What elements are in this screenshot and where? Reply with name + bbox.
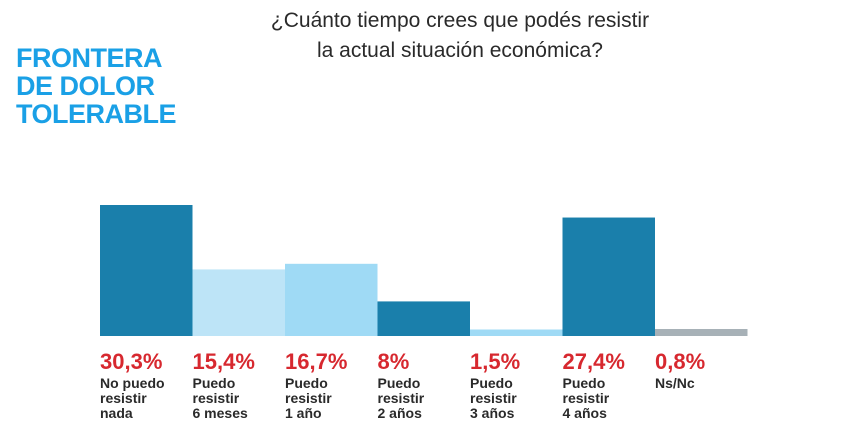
value-label-4: 8% bbox=[377, 349, 410, 374]
category-label-2-line-2: resistir bbox=[192, 390, 240, 406]
bar-5 bbox=[470, 329, 563, 336]
category-label-6-line-3: 4 años bbox=[562, 405, 607, 421]
category-label-5: Puedo resistir 3 años bbox=[470, 376, 517, 421]
value-label-5: 1,5% bbox=[470, 349, 521, 374]
brand-line-1: FRONTERA bbox=[16, 43, 163, 73]
category-label-2-line-3: 6 meses bbox=[192, 405, 248, 421]
bar-1 bbox=[100, 205, 193, 336]
value-label-1: 30,3% bbox=[100, 349, 163, 374]
baseline-segment bbox=[655, 329, 748, 336]
category-label-3-line-1: Puedo bbox=[285, 375, 328, 391]
category-label-1-line-2: resistir bbox=[100, 390, 147, 406]
category-label-1-line-1: No puedo bbox=[100, 375, 165, 391]
category-label-5-line-2: resistir bbox=[470, 390, 517, 406]
category-label-7: Ns/Nc bbox=[655, 376, 695, 391]
category-label-1: No puedo resistir nada bbox=[100, 376, 165, 421]
category-label-6-line-1: Puedo bbox=[562, 375, 606, 391]
category-label-6-line-2: resistir bbox=[562, 390, 610, 406]
bar-6 bbox=[562, 217, 655, 336]
value-label-2: 15,4% bbox=[192, 349, 255, 374]
chart-title: ¿Cuánto tiempo crees que podés resistir … bbox=[180, 6, 740, 66]
category-label-2: Puedo resistir 6 meses bbox=[193, 376, 248, 421]
category-label-3-line-3: 1 año bbox=[285, 405, 322, 421]
brand-line-3: TOLERABLE bbox=[16, 99, 177, 129]
category-label-3: Puedo resistir 1 año bbox=[285, 376, 332, 421]
category-label-4-line-2: resistir bbox=[377, 390, 425, 406]
value-label-6: 27,4% bbox=[562, 349, 625, 374]
category-label-6: Puedo resistir 4 años bbox=[563, 376, 610, 421]
category-label-1-line-3: nada bbox=[100, 405, 133, 421]
category-label-4: Puedo resistir 2 años bbox=[378, 376, 425, 421]
bar-2 bbox=[192, 269, 285, 336]
category-label-5-line-1: Puedo bbox=[470, 375, 513, 391]
category-label-3-line-2: resistir bbox=[285, 390, 332, 406]
category-label-7-line-1: Ns/Nc bbox=[655, 375, 695, 391]
bar-4 bbox=[377, 301, 470, 336]
chart-title-line-2: la actual situación económica? bbox=[316, 39, 603, 62]
brand-label: FRONTERA DE DOLOR TOLERABLE bbox=[16, 43, 177, 129]
category-label-2-line-1: Puedo bbox=[192, 375, 236, 391]
category-label-4-line-3: 2 años bbox=[377, 405, 422, 421]
bar-3 bbox=[285, 263, 378, 336]
value-label-7: 0,8% bbox=[655, 349, 706, 374]
value-label-3: 16,7% bbox=[285, 349, 348, 374]
brand-line-2: DE DOLOR bbox=[16, 71, 155, 101]
category-label-5-line-3: 3 años bbox=[470, 405, 515, 421]
category-label-4-line-1: Puedo bbox=[377, 375, 421, 391]
chart-title-line-1: ¿Cuánto tiempo crees que podés resistir bbox=[270, 9, 650, 32]
